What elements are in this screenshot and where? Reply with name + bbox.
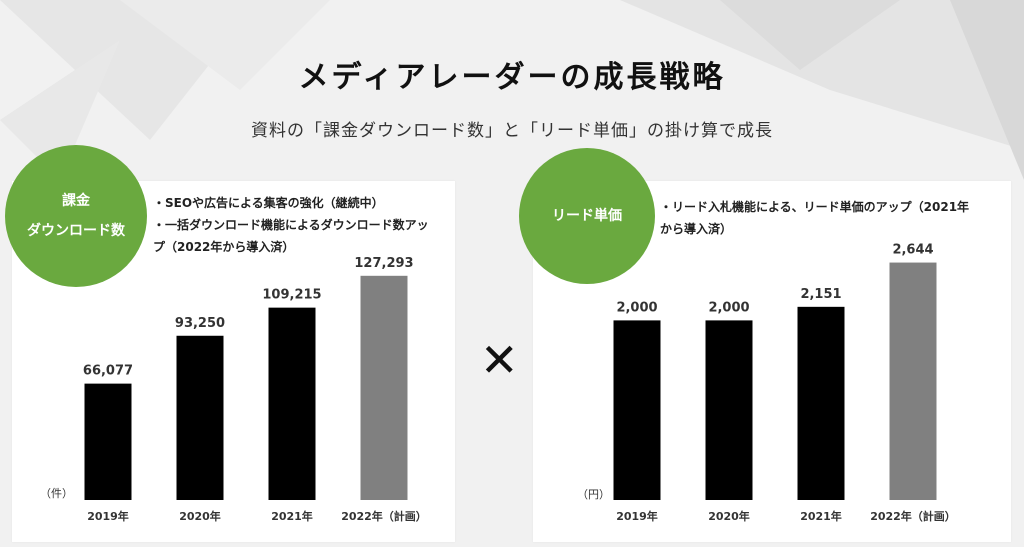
bar-0 [84,383,132,500]
bar-1 [176,335,224,500]
bar-1 [705,320,753,500]
lead-price-bullets: ・リード入札機能による、リード単価のアップ（2021年 から導入済） [660,196,1000,240]
category-label-0: 2019年 [616,509,658,523]
badge-line: ダウンロード数 [27,223,125,239]
category-label-2: 2021年 [271,509,313,523]
category-label-3: 2022年（計画） [870,509,956,523]
value-label-0: 2,000 [616,300,657,315]
category-label-2: 2021年 [800,509,842,523]
page-subtitle: 資料の「課金ダウンロード数」と「リード単価」の掛け算で成長 [251,121,773,141]
category-label-1: 2020年 [179,509,221,523]
bullet-item: ・一括ダウンロード機能によるダウンロード数アッ プ（2022年から導入済） [153,218,429,254]
unit-label-count: （件） [40,487,73,500]
download-count-panel: 66,077 2019年 93,250 2020年 109,215 2021年 127,29… [12,181,455,542]
download-count-bullets: ・SEOや広告による集客の強化（継続中） ・一括ダウンロード機能によるダウンロー… [153,192,453,258]
value-label-3: 127,293 [354,256,413,271]
value-label-1: 2,000 [708,300,749,315]
download-count-chart: 66,077 2019年 93,250 2020年 109,215 2021年 127,29… [83,256,427,523]
unit-label-price: （円） [577,488,610,501]
bullet-item: ・リード入札機能による、リード単価のアップ（2021年 から導入済） [660,200,970,236]
bullet-item: ・SEOや広告による集客の強化（継続中） [153,196,384,210]
value-label-0: 66,077 [83,364,133,379]
value-label-2: 109,215 [262,288,321,303]
lead-price-chart: 2,000 2019年 2,000 2020年 2,151 2021年 2,644 2022年… [613,243,956,523]
lead-price-badge: リード単価 [519,148,655,284]
value-label-1: 93,250 [175,316,225,331]
badge-line: 課金 [62,193,90,209]
value-label-3: 2,644 [892,243,933,258]
download-count-badge: 課金 ダウンロード数 [5,145,147,287]
bar-3 [360,275,408,500]
value-label-2: 2,151 [800,287,841,302]
bar-3 [889,262,937,500]
page-title: メディアレーダーの成長戦略 [298,60,726,95]
bar-2 [797,306,845,500]
category-label-0: 2019年 [87,509,129,523]
category-label-3: 2022年（計画） [341,509,427,523]
badge-line: リード単価 [552,208,622,224]
multiply-icon: ✕ [480,333,519,387]
category-label-1: 2020年 [708,509,750,523]
bar-2 [268,307,316,500]
bar-0 [613,320,661,500]
